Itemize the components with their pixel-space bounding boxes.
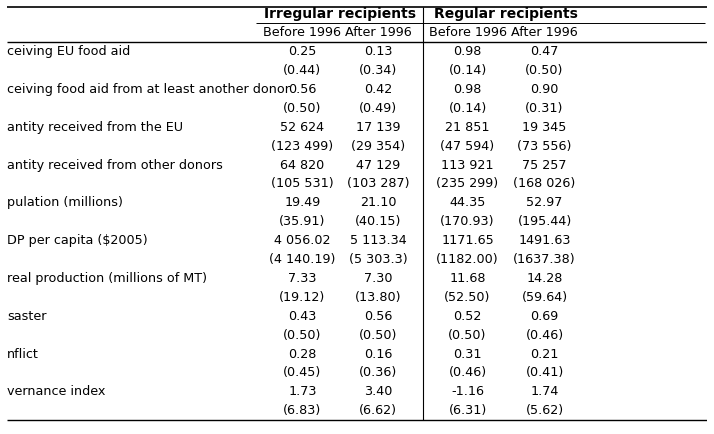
- Text: 0.13: 0.13: [363, 45, 392, 58]
- Text: (103 287): (103 287): [347, 178, 409, 191]
- Text: (123 499): (123 499): [271, 140, 333, 153]
- Text: nflict: nflict: [7, 348, 39, 361]
- Text: (35.91): (35.91): [279, 215, 326, 228]
- Text: (0.45): (0.45): [283, 366, 321, 379]
- Text: 44.35: 44.35: [449, 196, 486, 209]
- Text: (6.83): (6.83): [283, 404, 321, 417]
- Text: DP per capita ($2005): DP per capita ($2005): [7, 234, 148, 247]
- Text: 11.68: 11.68: [449, 272, 486, 285]
- Text: 113 921: 113 921: [441, 158, 494, 171]
- Text: (195.44): (195.44): [518, 215, 572, 228]
- Text: (0.50): (0.50): [283, 102, 321, 115]
- Text: 0.56: 0.56: [364, 310, 392, 323]
- Text: (0.50): (0.50): [359, 329, 397, 342]
- Text: 64 820: 64 820: [281, 158, 325, 171]
- Text: (0.46): (0.46): [448, 366, 487, 379]
- Text: (4 140.19): (4 140.19): [269, 253, 336, 266]
- Text: (168 026): (168 026): [513, 178, 575, 191]
- Text: (40.15): (40.15): [355, 215, 401, 228]
- Text: 19 345: 19 345: [523, 121, 567, 134]
- Text: 17 139: 17 139: [356, 121, 401, 134]
- Text: 14.28: 14.28: [526, 272, 563, 285]
- Text: (0.14): (0.14): [448, 64, 487, 77]
- Text: (0.49): (0.49): [359, 102, 397, 115]
- Text: (0.44): (0.44): [283, 64, 321, 77]
- Text: Irregular recipients: Irregular recipients: [264, 7, 416, 21]
- Text: antity received from other donors: antity received from other donors: [7, 158, 223, 171]
- Text: (0.14): (0.14): [448, 102, 487, 115]
- Text: Before 1996: Before 1996: [263, 26, 341, 39]
- Text: ceiving EU food aid: ceiving EU food aid: [7, 45, 131, 58]
- Text: 21.10: 21.10: [360, 196, 396, 209]
- Text: ceiving food aid from at least another donor: ceiving food aid from at least another d…: [7, 83, 290, 96]
- Text: 1171.65: 1171.65: [441, 234, 494, 247]
- Text: 0.42: 0.42: [364, 83, 392, 96]
- Text: saster: saster: [7, 310, 46, 323]
- Text: (0.50): (0.50): [283, 329, 321, 342]
- Text: (0.36): (0.36): [359, 366, 397, 379]
- Text: (0.34): (0.34): [359, 64, 397, 77]
- Text: (0.46): (0.46): [526, 329, 563, 342]
- Text: (1637.38): (1637.38): [513, 253, 575, 266]
- Text: (6.62): (6.62): [359, 404, 397, 417]
- Text: (235 299): (235 299): [436, 178, 498, 191]
- Text: (1182.00): (1182.00): [436, 253, 499, 266]
- Text: 5 113.34: 5 113.34: [350, 234, 406, 247]
- Text: (0.41): (0.41): [526, 366, 563, 379]
- Text: 75 257: 75 257: [522, 158, 567, 171]
- Text: (52.50): (52.50): [444, 291, 491, 304]
- Text: 1491.63: 1491.63: [518, 234, 570, 247]
- Text: antity received from the EU: antity received from the EU: [7, 121, 183, 134]
- Text: 0.56: 0.56: [288, 83, 316, 96]
- Text: 21 851: 21 851: [446, 121, 490, 134]
- Text: 52 624: 52 624: [281, 121, 324, 134]
- Text: real production (millions of MT): real production (millions of MT): [7, 272, 207, 285]
- Text: (6.31): (6.31): [448, 404, 487, 417]
- Text: 19.49: 19.49: [284, 196, 321, 209]
- Text: 4 056.02: 4 056.02: [274, 234, 331, 247]
- Text: (0.50): (0.50): [448, 329, 487, 342]
- Text: 0.47: 0.47: [531, 45, 559, 58]
- Text: (0.31): (0.31): [526, 102, 564, 115]
- Text: 0.98: 0.98: [453, 45, 482, 58]
- Text: -1.16: -1.16: [451, 385, 484, 398]
- Text: (5.62): (5.62): [526, 404, 563, 417]
- Text: 0.31: 0.31: [453, 348, 482, 361]
- Text: 7.30: 7.30: [363, 272, 392, 285]
- Text: 0.43: 0.43: [288, 310, 316, 323]
- Text: 1.73: 1.73: [288, 385, 317, 398]
- Text: (170.93): (170.93): [441, 215, 495, 228]
- Text: 47 129: 47 129: [356, 158, 400, 171]
- Text: 1.74: 1.74: [531, 385, 559, 398]
- Text: (73 556): (73 556): [518, 140, 572, 153]
- Text: Before 1996: Before 1996: [428, 26, 506, 39]
- Text: 0.98: 0.98: [453, 83, 482, 96]
- Text: After 1996: After 1996: [345, 26, 411, 39]
- Text: 0.90: 0.90: [531, 83, 559, 96]
- Text: vernance index: vernance index: [7, 385, 106, 398]
- Text: 3.40: 3.40: [364, 385, 392, 398]
- Text: (19.12): (19.12): [279, 291, 326, 304]
- Text: (29 354): (29 354): [351, 140, 405, 153]
- Text: Regular recipients: Regular recipients: [434, 7, 578, 21]
- Text: (0.50): (0.50): [526, 64, 564, 77]
- Text: (13.80): (13.80): [355, 291, 401, 304]
- Text: pulation (millions): pulation (millions): [7, 196, 123, 209]
- Text: 7.33: 7.33: [288, 272, 317, 285]
- Text: 0.69: 0.69: [531, 310, 558, 323]
- Text: 52.97: 52.97: [526, 196, 563, 209]
- Text: 0.52: 0.52: [453, 310, 482, 323]
- Text: (105 531): (105 531): [271, 178, 333, 191]
- Text: 0.21: 0.21: [531, 348, 559, 361]
- Text: (47 594): (47 594): [441, 140, 495, 153]
- Text: 0.16: 0.16: [364, 348, 392, 361]
- Text: 0.28: 0.28: [288, 348, 316, 361]
- Text: (59.64): (59.64): [521, 291, 568, 304]
- Text: (5 303.3): (5 303.3): [348, 253, 407, 266]
- Text: After 1996: After 1996: [511, 26, 578, 39]
- Text: 0.25: 0.25: [288, 45, 316, 58]
